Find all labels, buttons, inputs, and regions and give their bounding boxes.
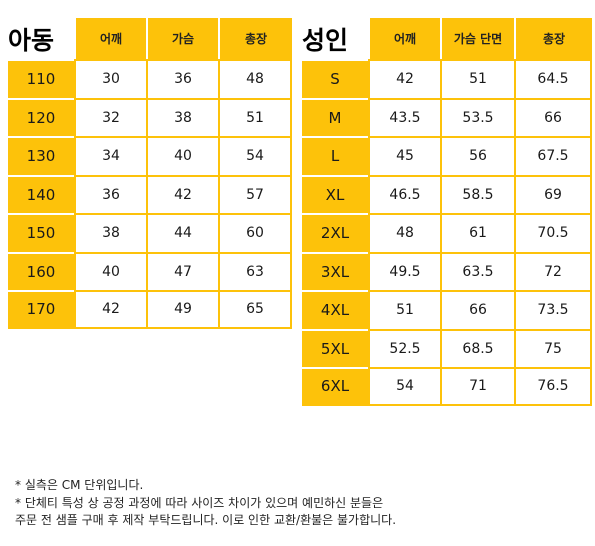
length-value: 65 (218, 290, 292, 329)
shoulder-value: 38 (74, 213, 146, 252)
kids-size-table: 아동 어깨 가슴 총장 110 30 36 48 120 32 38 51 13… (8, 18, 292, 329)
length-value: 76.5 (514, 367, 592, 406)
shoulder-value: 40 (74, 251, 146, 290)
length-value: 67.5 (514, 136, 592, 175)
chest-value: 51 (440, 59, 514, 98)
adult-header-shoulder: 어깨 (368, 18, 440, 59)
chest-value: 40 (146, 136, 218, 175)
adult-table-title: 성인 (302, 18, 368, 59)
size-label: 140 (8, 174, 74, 213)
length-value: 60 (218, 213, 292, 252)
size-label: M (302, 97, 368, 136)
note-variance: * 단체티 특성 상 공정 과정에 따라 사이즈 차이가 있으며 예민하신 분들… (15, 495, 384, 510)
size-label: 4XL (302, 290, 368, 329)
kids-header-row: 아동 어깨 가슴 총장 (8, 18, 292, 59)
chest-value: 71 (440, 367, 514, 406)
chest-value: 36 (146, 59, 218, 98)
shoulder-value: 42 (368, 59, 440, 98)
shoulder-value: 32 (74, 97, 146, 136)
adult-header-chest: 가슴 단면 (440, 18, 514, 59)
table-row: M 43.5 53.5 66 (302, 97, 592, 136)
size-label: XL (302, 174, 368, 213)
length-value: 51 (218, 97, 292, 136)
table-row: 2XL 48 61 70.5 (302, 213, 592, 252)
table-row: XL 46.5 58.5 69 (302, 174, 592, 213)
size-label: 3XL (302, 251, 368, 290)
chest-value: 42 (146, 174, 218, 213)
chest-value: 38 (146, 97, 218, 136)
length-value: 54 (218, 136, 292, 175)
kids-header-length: 총장 (218, 18, 292, 59)
size-label: L (302, 136, 368, 175)
table-row: S 42 51 64.5 (302, 59, 592, 98)
table-row: 130 34 40 54 (8, 136, 292, 175)
kids-table-title: 아동 (8, 18, 74, 59)
size-label: 150 (8, 213, 74, 252)
shoulder-value: 34 (74, 136, 146, 175)
table-row: 150 38 44 60 (8, 213, 292, 252)
chest-value: 44 (146, 213, 218, 252)
kids-header-shoulder: 어깨 (74, 18, 146, 59)
length-value: 75 (514, 328, 592, 367)
table-row: 120 32 38 51 (8, 97, 292, 136)
shoulder-value: 30 (74, 59, 146, 98)
shoulder-value: 51 (368, 290, 440, 329)
length-value: 73.5 (514, 290, 592, 329)
shoulder-value: 42 (74, 290, 146, 329)
size-label: S (302, 59, 368, 98)
chest-value: 61 (440, 213, 514, 252)
table-row: 6XL 54 71 76.5 (302, 367, 592, 406)
chest-value: 66 (440, 290, 514, 329)
size-label: 170 (8, 290, 74, 329)
table-row: 160 40 47 63 (8, 251, 292, 290)
table-row: 170 42 49 65 (8, 290, 292, 329)
adult-header-row: 성인 어깨 가슴 단면 총장 (302, 18, 592, 59)
chest-value: 63.5 (440, 251, 514, 290)
table-row: 140 36 42 57 (8, 174, 292, 213)
shoulder-value: 49.5 (368, 251, 440, 290)
length-value: 63 (218, 251, 292, 290)
shoulder-value: 52.5 (368, 328, 440, 367)
shoulder-value: 54 (368, 367, 440, 406)
size-label: 6XL (302, 367, 368, 406)
size-label: 160 (8, 251, 74, 290)
length-value: 66 (514, 97, 592, 136)
length-value: 48 (218, 59, 292, 98)
adult-header-length: 총장 (514, 18, 592, 59)
length-value: 70.5 (514, 213, 592, 252)
note-unit: * 실측은 CM 단위입니다. (15, 478, 144, 492)
chest-value: 58.5 (440, 174, 514, 213)
length-value: 69 (514, 174, 592, 213)
size-label: 5XL (302, 328, 368, 367)
length-value: 64.5 (514, 59, 592, 98)
chest-value: 47 (146, 251, 218, 290)
length-value: 72 (514, 251, 592, 290)
size-label: 130 (8, 136, 74, 175)
chest-value: 53.5 (440, 97, 514, 136)
kids-header-chest: 가슴 (146, 18, 218, 59)
size-label: 120 (8, 97, 74, 136)
chest-value: 49 (146, 290, 218, 329)
shoulder-value: 43.5 (368, 97, 440, 136)
note-sample: 주문 전 샘플 구매 후 제작 부탁드립니다. 이로 인한 교환/환불은 불가합… (15, 513, 397, 527)
size-label: 2XL (302, 213, 368, 252)
chest-value: 68.5 (440, 328, 514, 367)
size-label: 110 (8, 59, 74, 98)
table-row: 110 30 36 48 (8, 59, 292, 98)
shoulder-value: 46.5 (368, 174, 440, 213)
length-value: 57 (218, 174, 292, 213)
chest-value: 56 (440, 136, 514, 175)
shoulder-value: 48 (368, 213, 440, 252)
table-row: 5XL 52.5 68.5 75 (302, 328, 592, 367)
notes: * 실측은 CM 단위입니다. * 단체티 특성 상 공정 과정에 따라 사이즈… (15, 477, 396, 530)
table-row: 3XL 49.5 63.5 72 (302, 251, 592, 290)
shoulder-value: 36 (74, 174, 146, 213)
shoulder-value: 45 (368, 136, 440, 175)
table-row: 4XL 51 66 73.5 (302, 290, 592, 329)
adult-size-table: 성인 어깨 가슴 단면 총장 S 42 51 64.5 M 43.5 53.5 … (302, 18, 592, 406)
table-row: L 45 56 67.5 (302, 136, 592, 175)
